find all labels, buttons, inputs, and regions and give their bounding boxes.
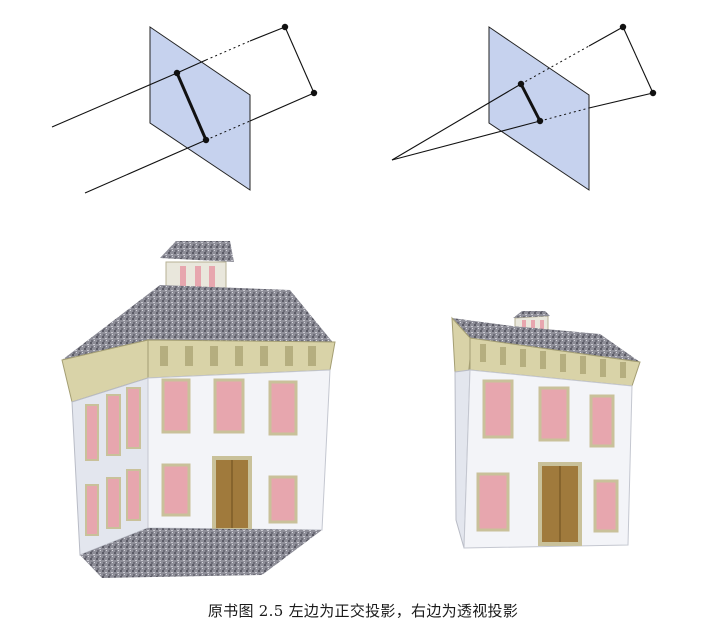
ground-base	[80, 528, 322, 578]
orthographic-house	[61, 241, 336, 578]
orthographic-projection-diagram	[51, 23, 318, 194]
object-edge	[622, 26, 654, 94]
figure-caption: 原书图 2.5 左边为正交投影，右边为透视投影	[207, 602, 519, 620]
projected-segment	[175, 72, 208, 141]
ray-lower	[84, 139, 207, 194]
roof	[452, 318, 640, 362]
projection-plane	[488, 26, 590, 191]
ray-lower	[391, 120, 541, 161]
perspective-projection-diagram	[391, 23, 657, 191]
ray-upper	[391, 83, 522, 161]
object-edge	[284, 26, 315, 94]
projected-segment	[519, 83, 542, 122]
cupola-roof	[160, 241, 234, 262]
projection-plane	[149, 26, 251, 191]
ray-upper	[51, 72, 178, 128]
perspective-house	[451, 311, 641, 549]
